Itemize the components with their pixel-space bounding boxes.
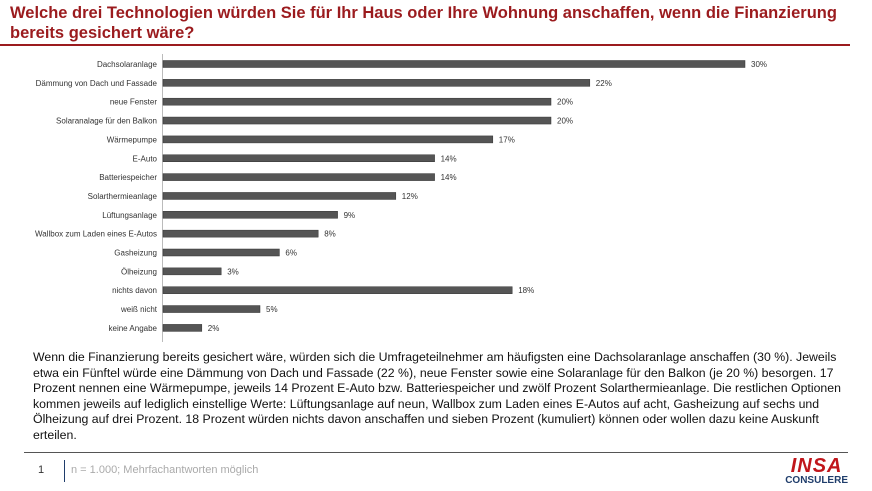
value-label: 3% (227, 267, 239, 276)
bar (162, 60, 746, 68)
value-label: 14% (441, 154, 457, 163)
category-label: nichts davon (112, 286, 157, 295)
bar (162, 305, 261, 313)
value-label: 5% (266, 305, 278, 314)
category-label: Dämmung von Dach und Fassade (36, 79, 158, 88)
slide-title: Welche drei Technologien würden Sie für … (10, 4, 837, 42)
page-number: 1 (38, 464, 45, 476)
value-label: 17% (499, 135, 515, 144)
bar (162, 286, 513, 294)
bar (162, 97, 552, 106)
footer-divider (24, 452, 848, 453)
description-text: Wenn die Finanzierung bereits gesichert … (33, 350, 841, 442)
category-label: keine Angabe (109, 324, 158, 333)
bar (162, 116, 552, 125)
category-label: neue Fenster (110, 98, 157, 107)
category-label: Lüftungsanlage (102, 211, 157, 220)
bar (162, 211, 338, 219)
bar (162, 324, 203, 332)
title-divider (0, 44, 850, 46)
value-label: 12% (402, 192, 418, 201)
category-label: Solaranalage für den Balkon (56, 117, 157, 126)
category-label: Batteriespeicher (99, 173, 157, 182)
value-label: 9% (344, 211, 356, 220)
value-label: 20% (557, 98, 573, 107)
value-label: 14% (441, 173, 457, 182)
category-label: Dachsolaranlage (97, 60, 158, 69)
logo-insa: INSA (790, 455, 843, 477)
bar (162, 192, 397, 200)
bar (162, 267, 222, 276)
bar (162, 154, 435, 162)
value-label: 20% (557, 117, 573, 126)
bar (162, 135, 494, 144)
value-label: 22% (596, 79, 612, 88)
category-label: Ölheizung (121, 267, 157, 276)
category-label: Solarthermieanlage (88, 192, 158, 201)
value-label: 6% (285, 249, 297, 258)
category-label: weiß nicht (120, 305, 158, 314)
bar (162, 229, 319, 238)
value-label: 18% (518, 286, 534, 295)
insa-logo: INSA CONSULERE (785, 456, 848, 486)
category-label: Gasheizung (114, 249, 157, 258)
bar-chart: Dachsolaranlage 30% Dämmung von Dach und F… (35, 54, 767, 342)
bar (162, 248, 280, 257)
category-label: E-Auto (133, 154, 158, 163)
bar (162, 173, 435, 181)
value-label: 30% (751, 60, 767, 69)
logo-consulere: CONSULERE (785, 475, 848, 486)
category-label: Wärmepumpe (107, 135, 158, 144)
footnote: n = 1.000; Mehrfachantworten möglich (71, 464, 259, 476)
category-label: Wallbox zum Laden eines E-Autos (35, 230, 157, 239)
footer-separator (64, 460, 65, 482)
value-label: 2% (208, 324, 220, 333)
value-label: 8% (324, 230, 336, 239)
bar (162, 79, 591, 87)
